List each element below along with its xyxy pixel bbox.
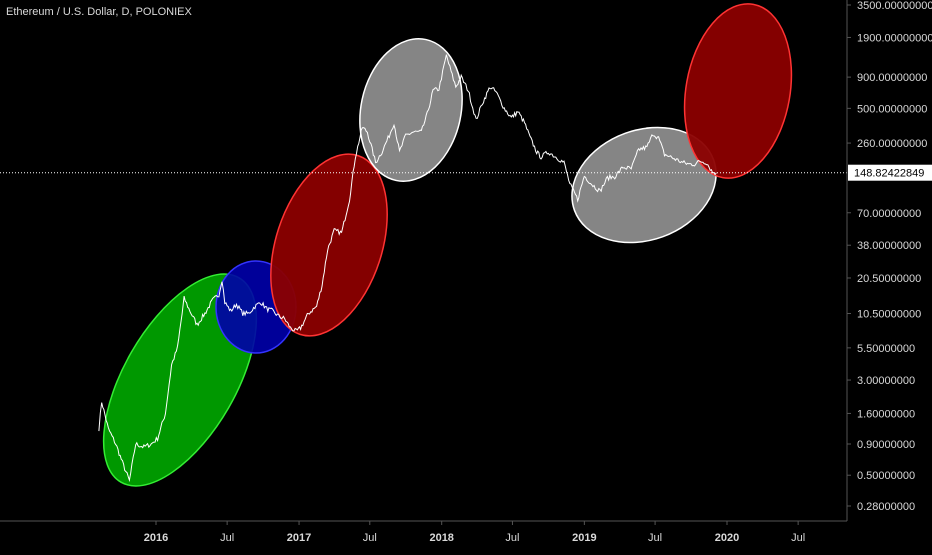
x-tick: 2019 <box>572 521 597 544</box>
series-layer <box>98 54 717 483</box>
y-tick: 5.50000000 <box>847 343 915 355</box>
y-tick: 20.50000000 <box>847 273 921 285</box>
x-tick-label: Jul <box>791 532 805 544</box>
y-tick-label: 260.00000000 <box>857 138 927 150</box>
y-tick-label: 20.50000000 <box>857 273 921 285</box>
y-tick: 0.90000000 <box>847 439 915 451</box>
current-price-label-bg <box>848 164 932 181</box>
x-tick-label: Jul <box>648 532 662 544</box>
x-tick: Jul <box>220 521 234 544</box>
chart-title: Ethereum / U.S. Dollar, D, POLONIEX <box>6 6 192 18</box>
y-tick: 0.28000000 <box>847 501 915 513</box>
x-tick-label: 2019 <box>572 532 596 544</box>
annotation-ellipses <box>102 3 793 487</box>
x-tick: 2017 <box>287 521 311 544</box>
x-tick: Jul <box>363 521 377 544</box>
x-tick: 2018 <box>429 521 454 544</box>
x-tick-label: 2018 <box>429 532 453 544</box>
x-tick: Jul <box>648 521 662 544</box>
current-price-label: 148.82422849 <box>854 168 924 180</box>
y-tick: 3.00000000 <box>847 375 915 387</box>
x-tick-label: Jul <box>363 532 377 544</box>
current-price-line: 148.82422849 <box>0 164 932 181</box>
y-tick: 70.00000000 <box>847 208 921 220</box>
x-tick: Jul <box>791 521 805 544</box>
y-tick: 260.00000000 <box>847 138 927 150</box>
annotation-ellipse-4 <box>359 38 463 182</box>
x-tick-label: Jul <box>220 532 234 544</box>
y-tick: 38.00000000 <box>847 240 921 252</box>
y-tick: 3500.00000000 <box>847 0 932 12</box>
y-tick-label: 0.90000000 <box>857 439 915 451</box>
x-tick: Jul <box>505 521 519 544</box>
y-tick-label: 10.50000000 <box>857 309 921 321</box>
y-tick-label: 3.00000000 <box>857 375 915 387</box>
price-series-line <box>98 54 717 483</box>
y-tick: 1.60000000 <box>847 408 915 420</box>
y-tick: 900.00000000 <box>847 72 927 84</box>
y-tick-label: 1.60000000 <box>857 408 915 420</box>
x-tick-label: Jul <box>505 532 519 544</box>
x-tick: 2016 <box>144 521 168 544</box>
y-tick-label: 1900.00000000 <box>857 32 932 44</box>
y-tick-label: 500.00000000 <box>857 103 927 115</box>
annotation-ellipse-6 <box>683 3 793 179</box>
y-tick-label: 0.28000000 <box>857 501 915 513</box>
y-tick: 10.50000000 <box>847 309 921 321</box>
x-tick: 2020 <box>715 521 739 544</box>
y-tick-label: 0.50000000 <box>857 470 915 482</box>
y-tick-label: 900.00000000 <box>857 72 927 84</box>
y-tick-label: 3500.00000000 <box>857 0 932 12</box>
y-tick-label: 38.00000000 <box>857 240 921 252</box>
y-tick-label: 5.50000000 <box>857 343 915 355</box>
y-tick: 1900.00000000 <box>847 32 932 44</box>
x-tick-label: 2020 <box>715 532 739 544</box>
y-tick-label: 70.00000000 <box>857 208 921 220</box>
x-tick-label: 2016 <box>144 532 168 544</box>
y-tick: 500.00000000 <box>847 103 927 115</box>
y-tick: 0.50000000 <box>847 470 915 482</box>
x-tick-label: 2017 <box>287 532 311 544</box>
